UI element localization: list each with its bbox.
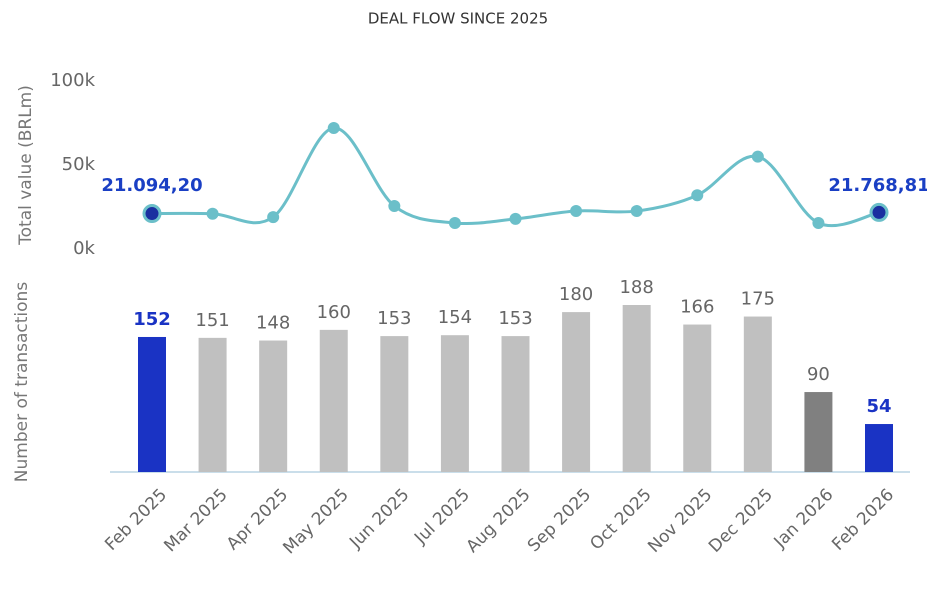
value-label: 148 <box>256 313 290 334</box>
value-label: 90 <box>807 364 830 385</box>
y-axis-label: Total value (BRLm) <box>16 85 36 246</box>
point <box>448 216 461 229</box>
value-label: 153 <box>377 308 411 329</box>
point <box>751 150 764 163</box>
bar <box>804 392 833 472</box>
point <box>388 199 401 212</box>
bar <box>501 336 530 472</box>
x-tick-label: Jul 2025 <box>410 485 474 549</box>
x-tick-label: Nov 2025 <box>644 485 716 557</box>
value-label: 21.094,20 <box>101 175 202 196</box>
bar <box>622 305 651 472</box>
value-label: 188 <box>619 277 653 298</box>
bar <box>380 336 409 472</box>
point <box>869 202 889 222</box>
chart-title: DEAL FLOW SINCE 2025 <box>368 10 548 28</box>
bar <box>259 340 288 472</box>
x-tick-label: Aug 2025 <box>463 485 535 557</box>
x-tick-label: Dec 2025 <box>705 485 777 557</box>
y-tick-label: 100k <box>50 70 95 91</box>
point <box>509 212 522 225</box>
x-tick-label: Jun 2025 <box>345 485 413 553</box>
value-label: 152 <box>133 309 171 330</box>
line <box>151 126 880 228</box>
bar <box>138 336 166 472</box>
y-tick-label: 50k <box>62 154 96 175</box>
value-label: 54 <box>866 396 891 417</box>
bar <box>440 335 469 472</box>
x-tick-label: Jan 2026 <box>770 485 838 553</box>
value-label: 160 <box>317 302 351 323</box>
bar <box>562 312 591 472</box>
point <box>691 189 704 202</box>
y-tick-label: 0k <box>73 238 95 259</box>
point <box>267 211 280 224</box>
x-tick-label: Feb 2025 <box>101 485 171 555</box>
value-label: 154 <box>438 307 472 328</box>
value-label: 153 <box>498 308 532 329</box>
point <box>142 204 162 224</box>
value-label: 180 <box>559 284 593 305</box>
value-label: 166 <box>680 297 714 318</box>
bar <box>865 424 893 472</box>
value-label: 175 <box>741 289 775 310</box>
point <box>570 205 583 218</box>
point <box>327 122 340 135</box>
x-tick-label: Mar 2025 <box>160 485 231 556</box>
value-label: 21.768,81 <box>828 175 927 196</box>
bar <box>743 316 772 472</box>
x-tick-label: Feb 2026 <box>828 485 898 555</box>
bar <box>683 324 712 472</box>
point <box>812 216 825 229</box>
y-axis-label: Number of transactions <box>12 282 32 483</box>
bar <box>198 337 227 472</box>
point <box>206 207 219 220</box>
x-tick-label: May 2025 <box>279 485 352 558</box>
x-tick-label: Sep 2025 <box>524 485 595 556</box>
bar <box>319 329 348 472</box>
point <box>630 205 643 218</box>
value-label: 151 <box>195 310 229 331</box>
